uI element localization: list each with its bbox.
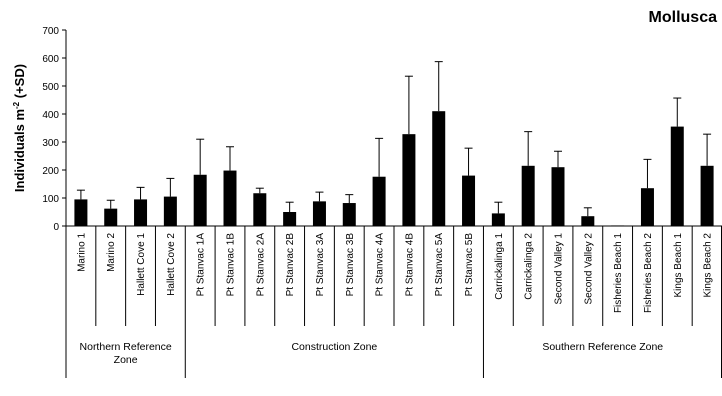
y-axis-label-sup: -2 <box>12 101 21 109</box>
bar <box>193 174 207 226</box>
category-label: Carrickalinga 1 <box>494 233 505 300</box>
y-tick-label: 200 <box>42 166 59 177</box>
group-label: Construction Zone <box>291 341 377 353</box>
bar <box>462 175 476 226</box>
bar <box>402 134 416 226</box>
y-tick-label: 300 <box>42 138 59 149</box>
category-label: Hallett Cove 1 <box>136 233 147 296</box>
group-label: Southern Reference Zone <box>542 341 663 353</box>
category-label: Hallett Cove 2 <box>166 233 177 296</box>
bar <box>581 216 595 226</box>
category-label: Pt Stanvac 1B <box>226 233 237 297</box>
bar <box>551 167 565 226</box>
bar <box>104 208 118 226</box>
bar <box>640 188 654 226</box>
y-axis-label-main: Individuals m <box>12 109 27 192</box>
y-axis-label-tail: (+SD) <box>12 64 27 102</box>
y-tick-label: 500 <box>42 82 59 93</box>
y-tick-label: 400 <box>42 110 59 121</box>
category-label: Marino 1 <box>76 233 87 272</box>
y-axis-label: Individuals m-2 (+SD) <box>12 64 27 192</box>
category-label: Carrickalinga 2 <box>524 233 535 300</box>
bar <box>372 176 386 226</box>
bar <box>312 201 326 226</box>
bar <box>700 165 714 226</box>
category-label: Fisheries Beach 1 <box>613 233 624 313</box>
bar <box>670 126 684 226</box>
category-label: Pt Stanvac 5B <box>464 233 475 297</box>
group-label: Zone <box>114 354 138 366</box>
bar <box>134 199 148 226</box>
group-label: Northern Reference <box>80 341 172 353</box>
bar <box>253 193 267 226</box>
y-axis: 0 100 200 300 400 500 600 700 <box>42 26 67 233</box>
category-label: Second Valley 2 <box>583 233 594 305</box>
category-label: Pt Stanvac 2B <box>285 233 296 297</box>
bar <box>223 170 237 226</box>
category-label: Fisheries Beach 2 <box>643 233 654 313</box>
category-label: Kings Beach 2 <box>703 233 714 298</box>
y-tick-label: 100 <box>42 194 59 205</box>
category-label: Second Valley 1 <box>554 233 565 305</box>
category-label: Pt Stanvac 4B <box>404 233 415 297</box>
category-label: Pt Stanvac 3A <box>315 233 326 297</box>
x-axis: Marino 1 Marino 2 Hallett Cove 1 Hallett Co… <box>65 225 722 326</box>
bar <box>163 196 177 226</box>
bars <box>74 61 714 226</box>
bar <box>521 165 535 226</box>
category-label: Pt Stanvac 5A <box>434 233 445 297</box>
bar <box>342 203 356 226</box>
bar <box>491 213 505 226</box>
y-tick-label: 600 <box>42 54 59 65</box>
bar <box>283 212 297 226</box>
chart-title: Mollusca <box>649 9 718 26</box>
category-label: Pt Stanvac 3B <box>345 233 356 297</box>
category-label: Pt Stanvac 1A <box>196 233 207 297</box>
bar <box>74 199 88 226</box>
category-label: Kings Beach 1 <box>673 233 684 298</box>
bar <box>432 111 446 226</box>
y-tick-label: 700 <box>42 26 59 37</box>
category-label: Marino 2 <box>106 233 117 272</box>
category-label: Pt Stanvac 4A <box>375 233 386 297</box>
y-tick-label: 0 <box>53 222 59 233</box>
category-label: Pt Stanvac 2A <box>255 233 266 297</box>
